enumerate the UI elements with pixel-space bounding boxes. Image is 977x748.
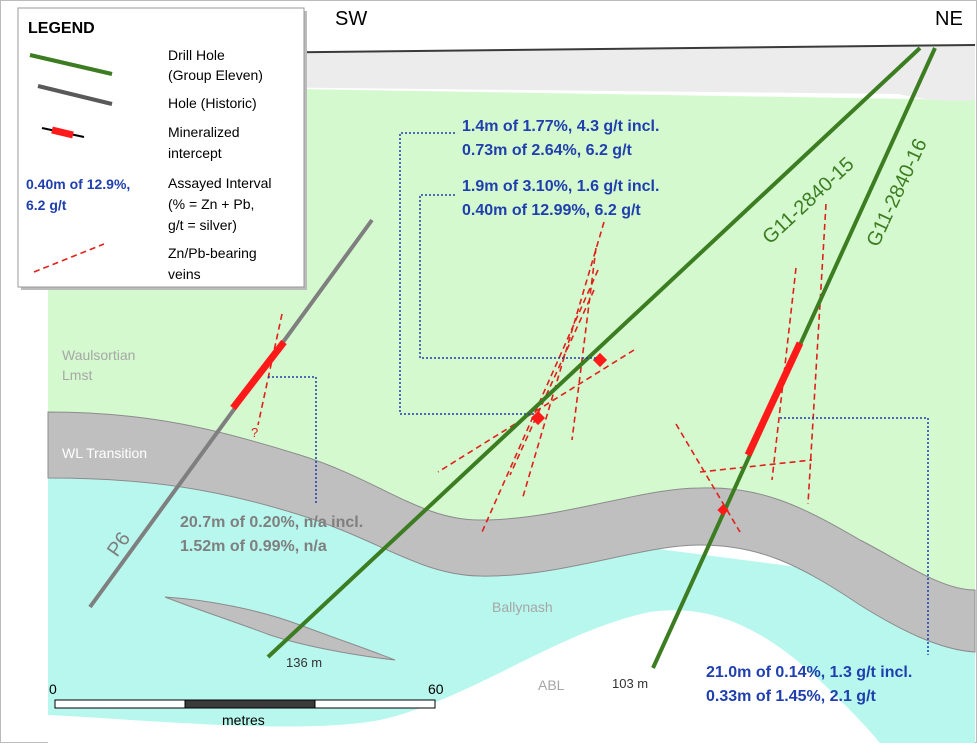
interval-text: 1.52m of 0.99%, n/a: [180, 538, 327, 555]
transition-lens: [164, 596, 396, 661]
intercept: [744, 341, 804, 457]
drill-hole: [266, 46, 922, 659]
legend-symbol: [29, 53, 113, 76]
legend-symbol: [37, 84, 113, 106]
interval-text: 0.33m of 1.45%, 2.1 g/t: [706, 688, 877, 705]
direction-label: NE: [935, 8, 963, 30]
unit-label: Ballynash: [492, 599, 553, 615]
legend-label: Drill Hole: [168, 47, 225, 63]
scale-label: metres: [222, 712, 265, 728]
transition-unit: [47, 411, 976, 653]
legend-label: Mineralized: [168, 124, 240, 140]
unit-label: Waulsortian: [62, 347, 135, 363]
legend-sample: 6.2 g/t: [26, 197, 67, 213]
depth-label: 103 m: [612, 676, 648, 691]
intercept: [230, 339, 287, 411]
intercept: [592, 352, 608, 368]
interval-text: 21.0m of 0.14%, 1.3 g/t incl.: [706, 664, 912, 681]
legend-label: veins: [168, 266, 201, 282]
unit-label: WL Transition: [62, 445, 147, 461]
legend-label: (Group Eleven): [168, 67, 263, 83]
query-label: ?: [251, 425, 258, 440]
intercept: [717, 504, 729, 516]
legend-label: Zn/Pb-bearing: [168, 245, 257, 261]
intercept: [530, 410, 546, 426]
legend-label: Assayed Interval: [168, 175, 272, 191]
legend-title: LEGEND: [28, 20, 95, 37]
legend: [17, 7, 305, 288]
legend-symbol: [51, 126, 74, 139]
scale-bar: [54, 699, 186, 709]
scale-label: 0: [49, 681, 57, 697]
unit-label: ABL: [538, 677, 565, 693]
scale-label: 60: [428, 681, 444, 697]
legend-label: Hole (Historic): [168, 95, 257, 111]
legend-label: intercept: [168, 145, 222, 161]
abl-unit: [48, 610, 880, 743]
direction-label: SW: [335, 8, 367, 30]
depth-label: 136 m: [286, 655, 322, 670]
legend-label: (% = Zn + Pb,: [168, 196, 254, 212]
unit-label: Lmst: [62, 367, 92, 383]
interval-text: 0.40m of 12.99%, 6.2 g/t: [462, 202, 641, 219]
interval-text: 0.73m of 2.64%, 6.2 g/t: [462, 142, 633, 159]
leaders: [268, 132, 929, 655]
interval-text: 1.9m of 3.10%, 1.6 g/t incl.: [462, 178, 659, 195]
interval-text: 1.4m of 1.77%, 4.3 g/t incl.: [462, 118, 659, 135]
interval-text: 20.7m of 0.20%, n/a incl.: [180, 514, 363, 531]
scale-bar: [184, 699, 316, 709]
legend-symbol: [33, 243, 105, 273]
legend-label: g/t = silver): [168, 217, 237, 233]
historic-hole: [88, 218, 374, 609]
scale-bar: [314, 699, 436, 709]
legend-sample: 0.40m of 12.9%,: [26, 176, 130, 192]
